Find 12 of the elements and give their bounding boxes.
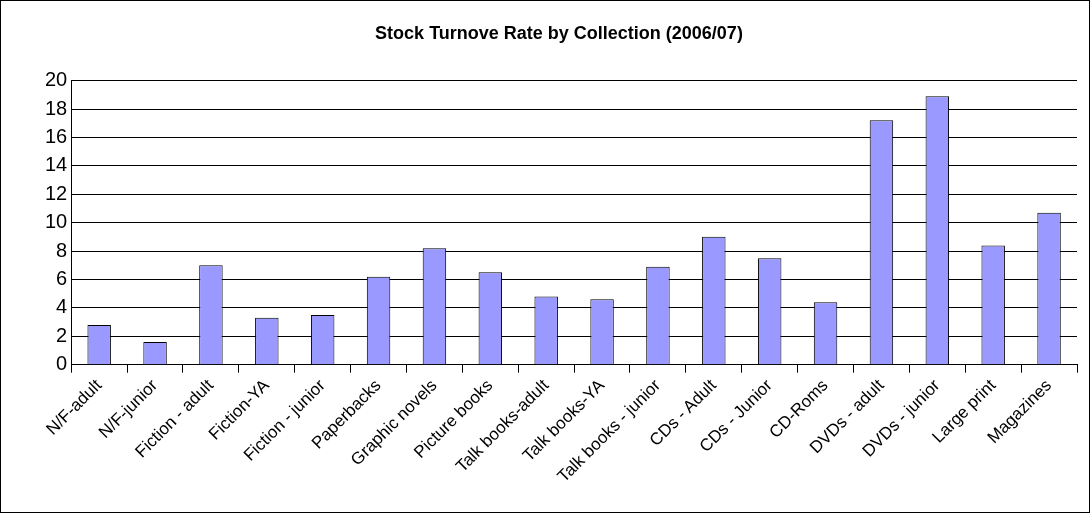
y-tick-label: 10 bbox=[45, 210, 68, 233]
y-tick-label: 18 bbox=[45, 96, 68, 119]
chart-title: Stock Turnove Rate by Collection (2006/07) bbox=[375, 22, 743, 43]
y-tick-label: 4 bbox=[56, 295, 68, 318]
y-tick-label: 20 bbox=[45, 68, 68, 91]
y-tick-label: 16 bbox=[45, 124, 68, 147]
y-tick-label: 8 bbox=[56, 238, 68, 261]
y-tick-label: 6 bbox=[56, 266, 68, 289]
y-tick-label: 2 bbox=[56, 323, 68, 346]
y-tick-label: 0 bbox=[56, 352, 68, 375]
y-tick-label: 12 bbox=[45, 181, 68, 204]
y-tick-label: 14 bbox=[45, 153, 68, 176]
